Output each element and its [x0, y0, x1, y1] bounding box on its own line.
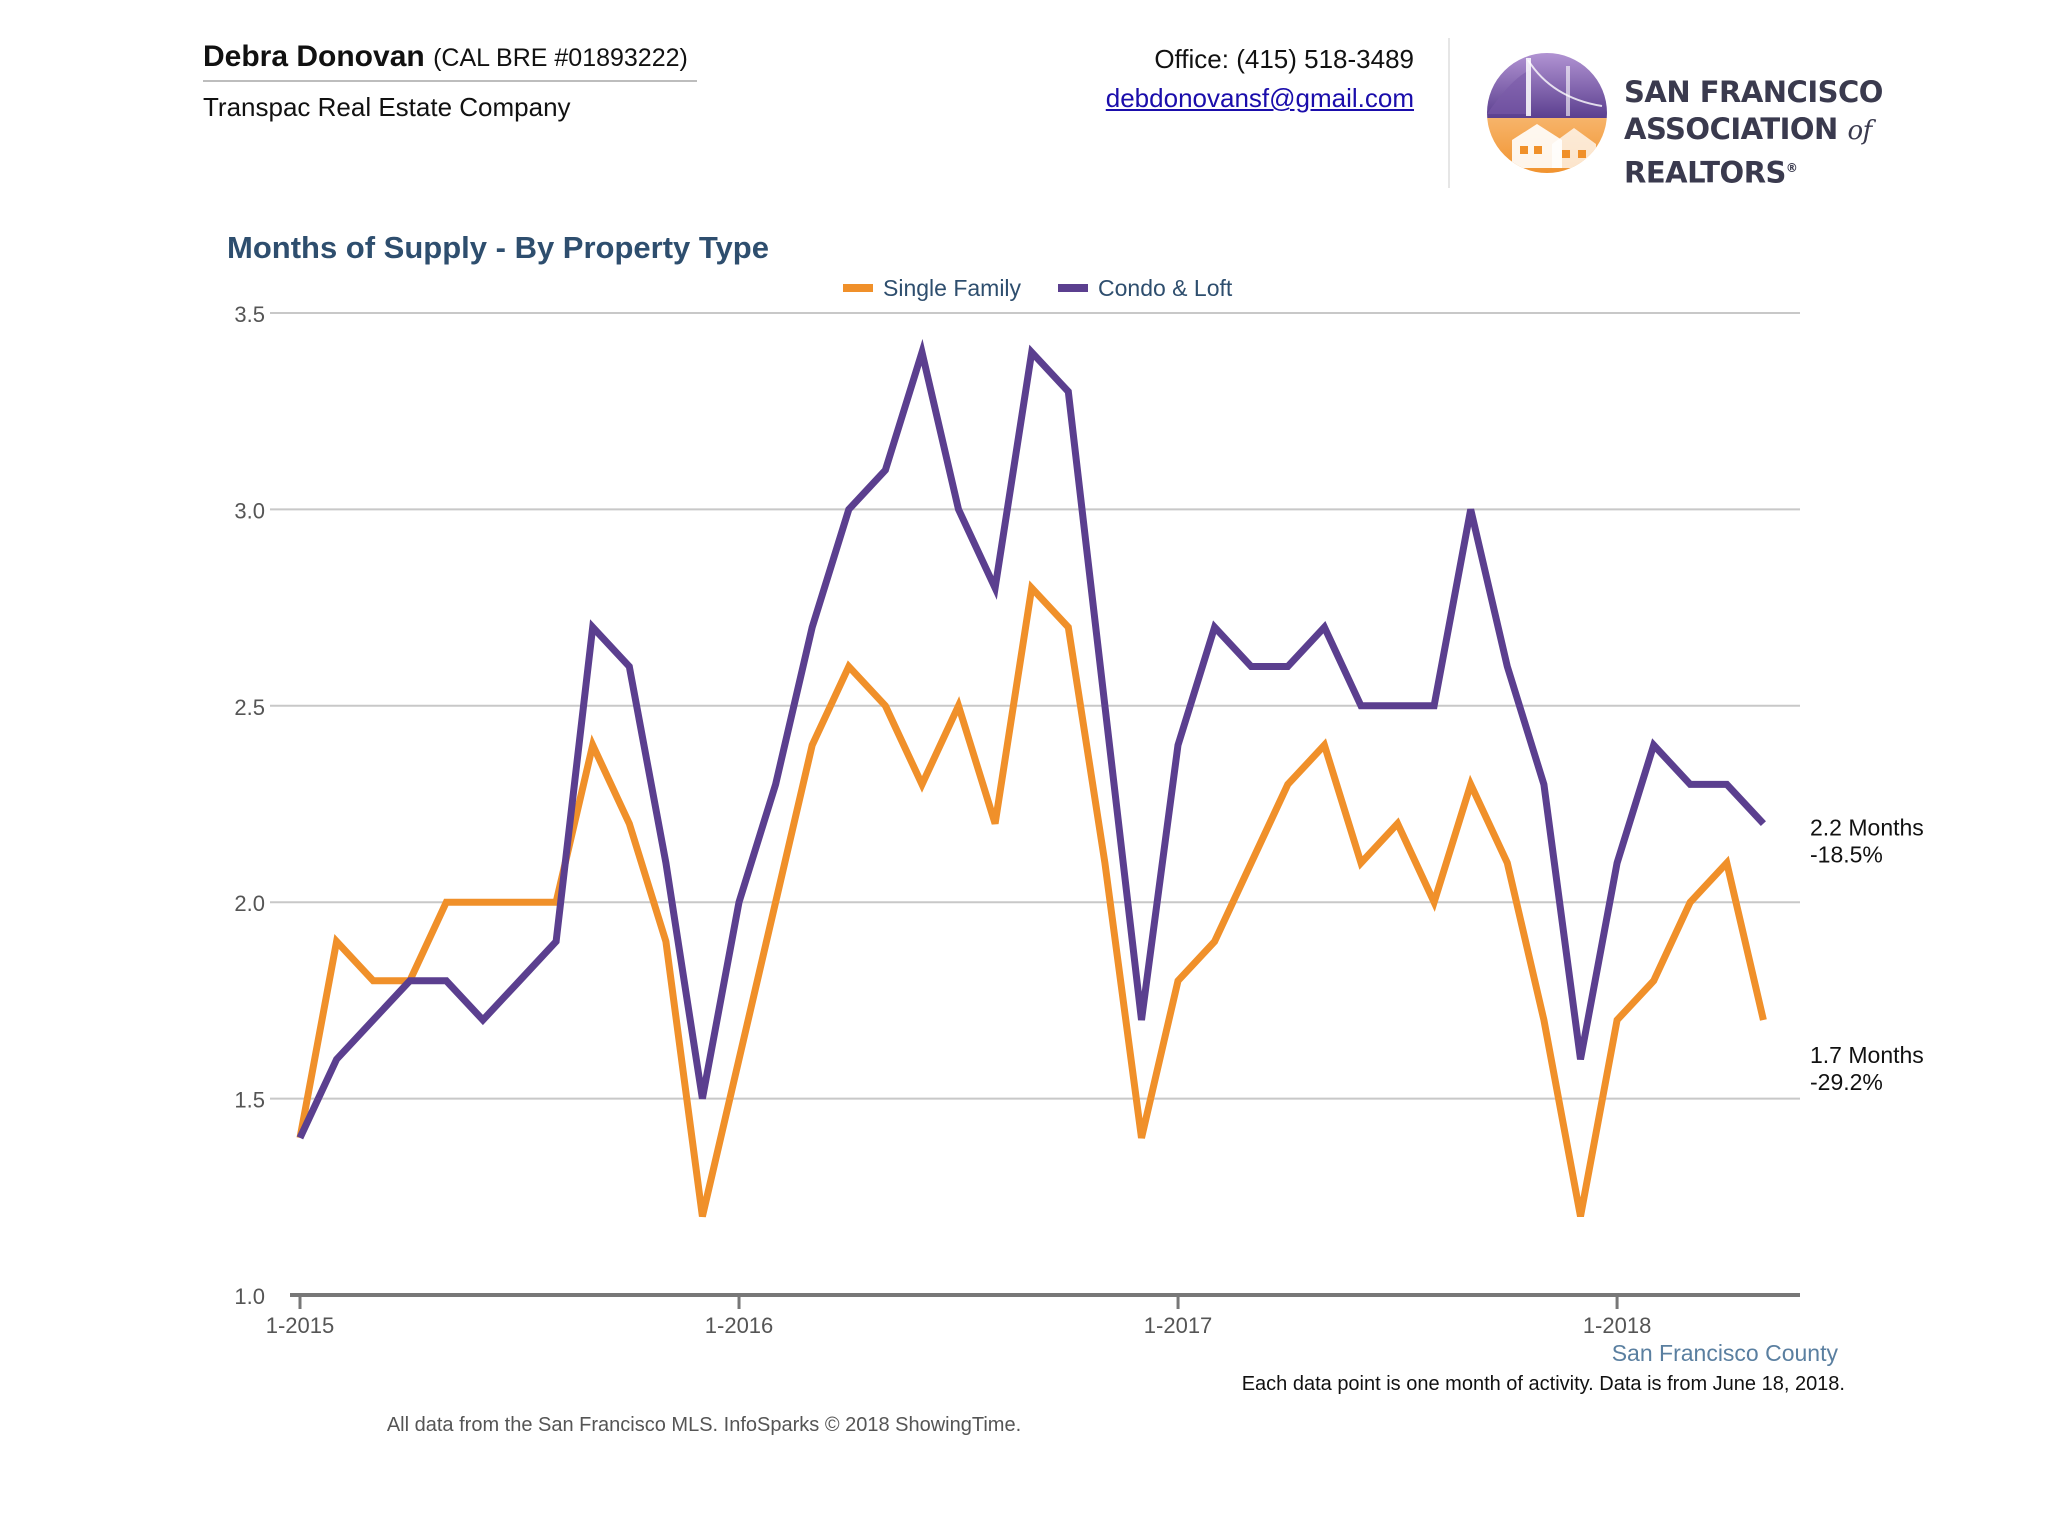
y-tick-label: 1.5 [234, 1088, 265, 1113]
email-link[interactable]: debdonovansf@gmail.com [1105, 83, 1414, 113]
x-tick-label: 1-2018 [1583, 1313, 1652, 1338]
region-label: San Francisco County [1612, 1340, 1839, 1366]
agent-header: Debra Donovan (CAL BRE #01893222) [203, 40, 697, 82]
header-divider [1448, 38, 1450, 188]
sfar-logo-icon [1487, 53, 1607, 173]
legend-label: Single Family [883, 275, 1022, 301]
sfar-logo-wordmark: SAN FRANCISCO ASSOCIATION of REALTORS® [1624, 74, 2002, 192]
end-change-label: -18.5% [1810, 842, 1883, 868]
end-value-label: 2.2 Months [1810, 815, 1924, 841]
logo-of: of [1847, 116, 1872, 146]
logo-registered-mark: ® [1785, 161, 1798, 175]
series-line-single-family [296, 580, 1767, 1218]
y-tick-label: 2.5 [234, 695, 265, 720]
chart-footnote: Each data point is one month of activity… [1241, 1373, 1845, 1395]
logo-line1: SAN FRANCISCO [1624, 75, 1883, 109]
x-tick-label: 1-2017 [1144, 1313, 1213, 1338]
logo-realtors: REALTORS [1624, 155, 1786, 190]
y-tick-label: 2.0 [234, 891, 265, 916]
logo-association: ASSOCIATION [1624, 112, 1848, 146]
agent-info: Debra Donovan (CAL BRE #01893222) Transp… [203, 40, 697, 123]
logo-line2: ASSOCIATION of REALTORS® [1624, 111, 2002, 192]
chart-title: Months of Supply - By Property Type [227, 230, 769, 265]
agent-company: Transpac Real Estate Company [203, 92, 571, 122]
data-source: All data from the San Francisco MLS. Inf… [386, 1414, 1022, 1436]
end-value-label: 1.7 Months [1810, 1042, 1924, 1068]
series-line-condo-loft [296, 338, 1766, 1140]
office-phone: Office: (415) 518-3489 [1154, 44, 1414, 74]
end-change-label: -29.2% [1810, 1069, 1883, 1095]
agent-license: (CAL BRE #01893222) [433, 44, 688, 72]
y-tick-label: 1.0 [234, 1284, 265, 1309]
y-tick-label: 3.5 [234, 302, 265, 327]
sfar-logo: SAN FRANCISCO ASSOCIATION of REALTORS® [1482, 48, 2002, 190]
x-tick-label: 1-2015 [266, 1313, 335, 1338]
legend-label: Condo & Loft [1098, 275, 1233, 301]
agent-name: Debra Donovan [203, 40, 425, 73]
contact-info: Office: (415) 518-3489 debdonovansf@gmai… [1106, 44, 1414, 114]
y-tick-label: 3.0 [234, 498, 265, 523]
x-tick-label: 1-2016 [705, 1313, 774, 1338]
